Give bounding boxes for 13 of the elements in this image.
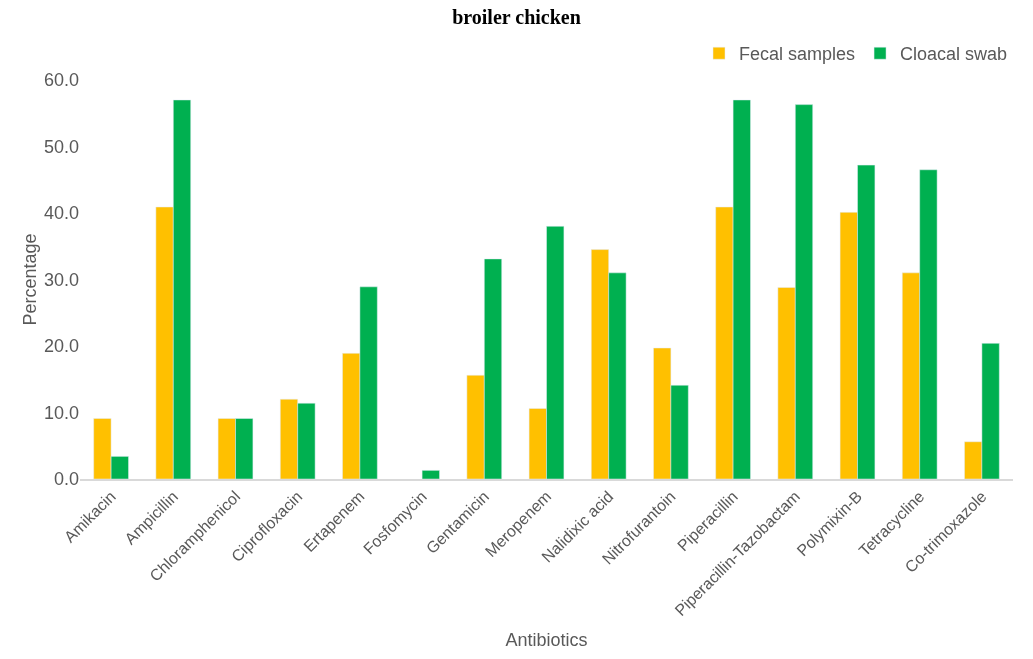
x-axis-title: Antibiotics: [505, 629, 588, 650]
y-tick-label: 20.0: [43, 336, 79, 357]
y-tick-label: 0.0: [53, 469, 79, 490]
y-tick-label: 30.0: [43, 269, 79, 290]
y-tick-label: 10.0: [43, 402, 79, 423]
chart-title: broiler chicken: [452, 5, 581, 28]
bar: [421, 470, 440, 479]
legend-label: Cloacal swab: [900, 44, 1008, 65]
y-tick-label: 50.0: [43, 136, 79, 157]
y-tick-label: 60.0: [43, 70, 79, 91]
legend-label: Fecal samples: [739, 44, 856, 65]
y-tick-label: 40.0: [43, 203, 79, 224]
y-axis-title: Percentage: [20, 233, 41, 326]
